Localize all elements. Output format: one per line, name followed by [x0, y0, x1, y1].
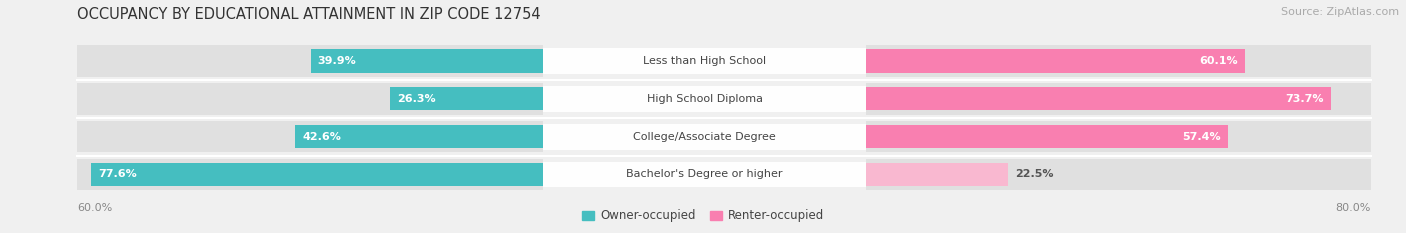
Text: 26.3%: 26.3%: [396, 94, 436, 104]
Text: 57.4%: 57.4%: [1182, 132, 1222, 142]
Text: 73.7%: 73.7%: [1285, 94, 1324, 104]
Text: 60.1%: 60.1%: [1199, 56, 1239, 66]
Text: 80.0%: 80.0%: [1336, 203, 1371, 213]
Text: 77.6%: 77.6%: [98, 169, 136, 179]
Legend: Owner-occupied, Renter-occupied: Owner-occupied, Renter-occupied: [578, 205, 828, 227]
Text: College/Associate Degree: College/Associate Degree: [633, 132, 776, 142]
Text: Source: ZipAtlas.com: Source: ZipAtlas.com: [1281, 7, 1399, 17]
Text: 42.6%: 42.6%: [302, 132, 340, 142]
Text: 60.0%: 60.0%: [77, 203, 112, 213]
Text: 39.9%: 39.9%: [318, 56, 357, 66]
Text: OCCUPANCY BY EDUCATIONAL ATTAINMENT IN ZIP CODE 12754: OCCUPANCY BY EDUCATIONAL ATTAINMENT IN Z…: [77, 7, 541, 22]
Text: Less than High School: Less than High School: [643, 56, 766, 66]
Text: 22.5%: 22.5%: [1015, 169, 1053, 179]
Text: High School Diploma: High School Diploma: [647, 94, 762, 104]
Text: Bachelor's Degree or higher: Bachelor's Degree or higher: [627, 169, 783, 179]
